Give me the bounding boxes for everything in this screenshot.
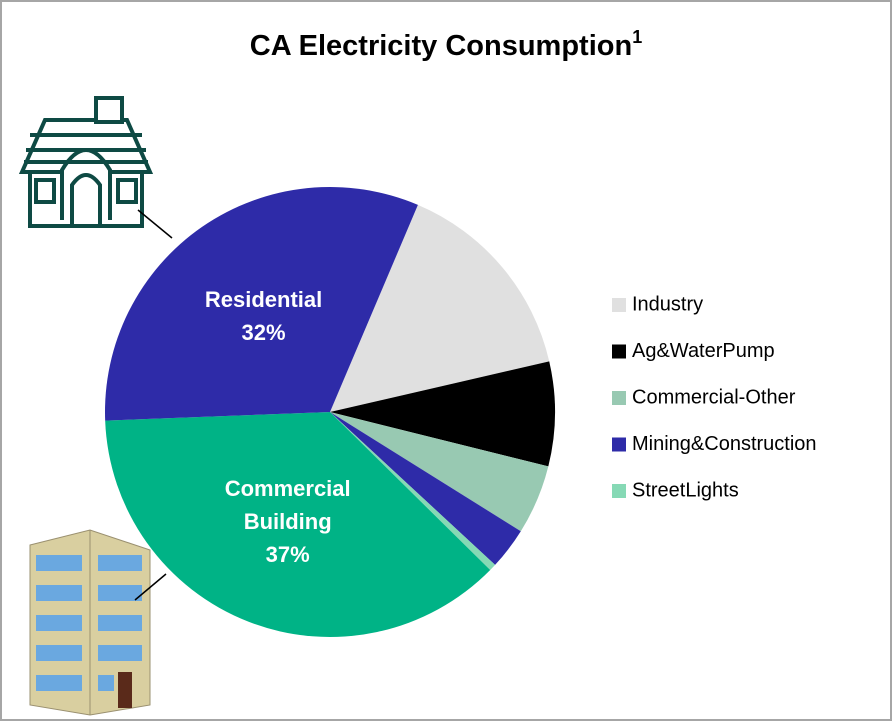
pie-slice xyxy=(105,186,418,421)
leader-line xyxy=(134,573,167,601)
title-footnote: 1 xyxy=(632,27,642,47)
value-label: 37% xyxy=(265,541,310,567)
title-text: CA Electricity Consumption xyxy=(250,30,632,62)
slice-label: Residential 32% xyxy=(179,283,349,349)
pie-slice xyxy=(105,412,491,638)
category-label: Residential xyxy=(204,286,323,312)
slice-label: Commercial Building 37% xyxy=(203,472,373,571)
leader-line xyxy=(137,209,173,239)
legend-swatch xyxy=(612,484,626,498)
legend-label: Ag&WaterPump xyxy=(632,340,775,362)
chart-title: CA Electricity Consumption1 xyxy=(250,27,642,62)
legend-label: Commercial-Other xyxy=(632,386,796,408)
legend-swatch xyxy=(612,437,626,452)
pie-slice xyxy=(330,204,550,412)
legend-swatch xyxy=(612,298,626,312)
building-icon xyxy=(29,529,151,716)
legend-swatch xyxy=(612,391,626,405)
legend-label: StreetLights xyxy=(632,479,739,501)
legend-label: Industry xyxy=(632,293,703,315)
value-label: 32% xyxy=(241,319,286,345)
legend-label: Mining&Construction xyxy=(632,433,817,455)
pie-slice xyxy=(330,412,496,570)
house-icon xyxy=(18,96,154,228)
pie-slice xyxy=(330,412,549,532)
category-label: Commercial Building xyxy=(224,475,351,534)
pie-slice xyxy=(330,412,521,565)
legend-swatch xyxy=(612,344,626,359)
pie-slice xyxy=(330,361,555,467)
